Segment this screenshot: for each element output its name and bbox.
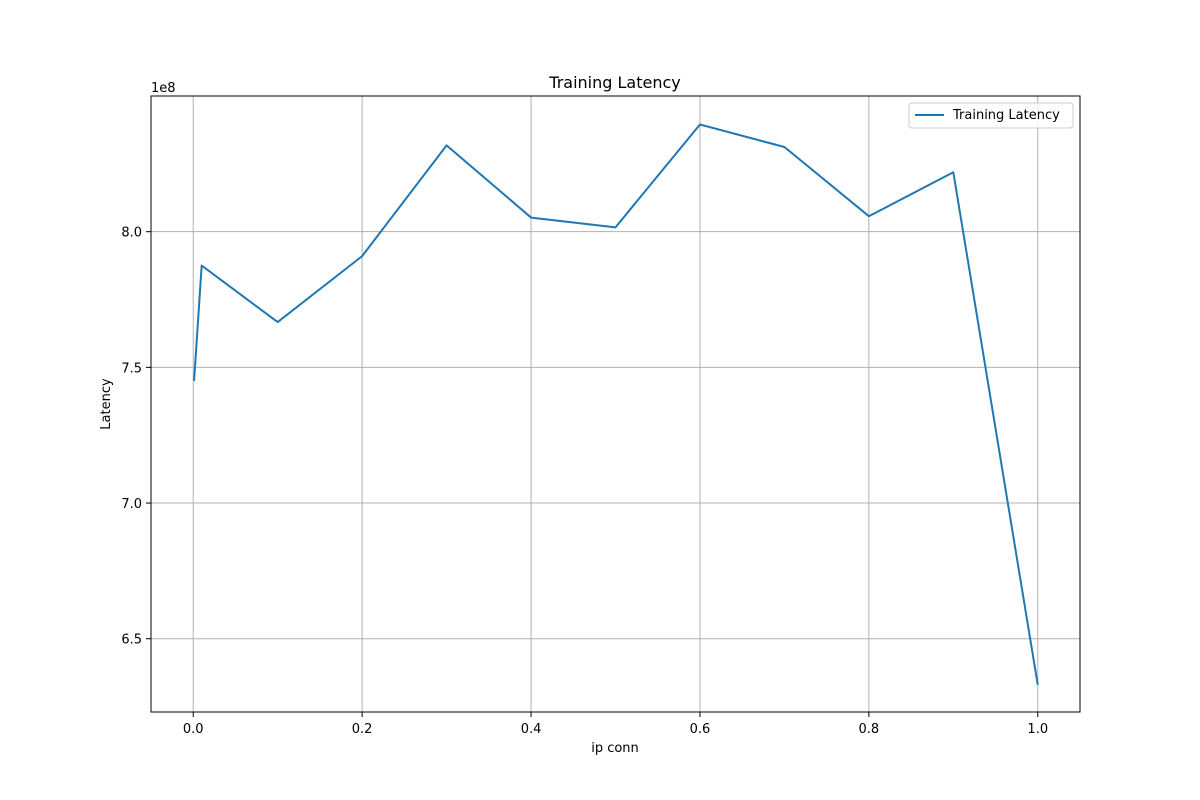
y-tick-label: 8.0	[121, 226, 142, 241]
series-line	[193, 123, 1039, 686]
x-tick-label: 0.2	[352, 722, 373, 737]
y-tick-label: 7.5	[121, 361, 142, 376]
legend-box	[908, 102, 1074, 129]
x-tick-label: 0.0	[183, 722, 204, 737]
y-axis-label: Latency	[99, 378, 114, 430]
y-offset-label: 1e8	[151, 81, 176, 96]
x-tick-label: 1.0	[1027, 722, 1048, 737]
legend: Training Latency	[908, 102, 1074, 129]
plot-frame	[150, 95, 1081, 713]
y-tick-label: 7.0	[121, 497, 142, 512]
x-tick-label: 0.6	[690, 722, 711, 737]
series-layer	[193, 123, 1039, 686]
ticks-layer: 0.0 0.2 0.4 0.6 0.8 1.0 6.5 7.0 7.5 8.0	[121, 226, 1048, 737]
legend-label: Training Latency	[952, 108, 1060, 123]
x-axis-label: ip conn	[591, 741, 639, 756]
grid-layer	[151, 96, 1080, 712]
y-tick-label: 6.5	[121, 633, 142, 648]
x-tick-label: 0.8	[859, 722, 880, 737]
chart-title: Training Latency	[548, 73, 680, 92]
x-tick-label: 0.4	[521, 722, 542, 737]
